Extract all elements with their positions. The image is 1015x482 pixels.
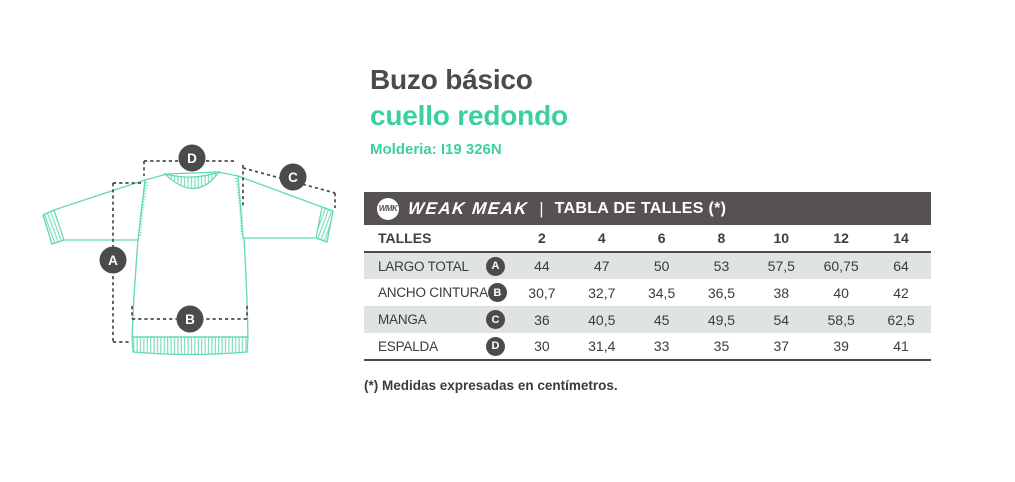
row-label-cell: MANGA C — [364, 306, 512, 333]
svg-text:A: A — [108, 253, 118, 268]
row-label-cell: LARGO TOTAL A — [364, 252, 512, 279]
column-header-size: 4 — [571, 225, 632, 253]
svg-text:B: B — [185, 312, 195, 327]
garment-left-armhole-seam — [138, 181, 149, 238]
row-label: ESPALDA — [378, 338, 438, 354]
measure-badge-d: D — [486, 336, 505, 356]
diagram-badge-d: D — [178, 144, 206, 172]
product-title: Buzo básico — [370, 64, 533, 95]
size-value: 36,5 — [707, 284, 736, 301]
table-row-ancho-cintura: ANCHO CINTURA B 30,7 32,7 34,5 36,5 38 4… — [364, 279, 931, 306]
table-header-row: TALLES 2 4 6 8 10 12 14 — [364, 225, 931, 253]
footnote: (*) Medidas expresadas en centímetros. — [364, 378, 618, 393]
size-value: 35 — [691, 333, 752, 361]
column-header-size: 14 — [871, 225, 931, 253]
size-value: 30,7 — [528, 284, 556, 301]
size-table-section: WMK WEAK MEAK | TABLA DE TALLES (*) TALL… — [364, 192, 931, 393]
size-value: 60,75 — [823, 258, 859, 274]
svg-text:D: D — [187, 151, 197, 166]
size-value: 54 — [773, 311, 790, 328]
column-header-size: 2 — [512, 225, 572, 253]
table-row-manga: MANGA C 36 40,5 45 49,5 54 58,5 62,5 — [364, 306, 931, 333]
measure-badge-c: C — [486, 310, 505, 329]
size-value: 58,5 — [827, 311, 855, 328]
row-label: ANCHO CINTURA — [378, 285, 488, 300]
size-value: 42 — [893, 284, 909, 301]
title-block: Buzo básico cuello redondo Molderia: I19… — [370, 64, 568, 158]
size-value: 53 — [713, 258, 730, 274]
product-subtitle: cuello redondo — [370, 100, 568, 131]
size-value: 50 — [653, 258, 670, 274]
size-value: 64 — [893, 258, 909, 274]
row-label: LARGO TOTAL — [378, 258, 469, 274]
row-label-cell: ANCHO CINTURA B — [364, 279, 512, 306]
size-value: 38 — [773, 284, 790, 301]
pattern-code: Molderia: I19 326N — [370, 141, 502, 158]
size-value: 57,5 — [767, 258, 795, 274]
size-value: 37 — [751, 333, 812, 361]
measure-badge-a: A — [486, 256, 505, 276]
brand-logo-icon: WMK — [377, 197, 399, 220]
svg-text:C: C — [288, 170, 298, 185]
size-value: 36 — [534, 311, 550, 328]
size-value: 31,4 — [571, 333, 632, 361]
size-value: 40 — [833, 284, 849, 301]
diagram-badge-c: C — [279, 163, 307, 191]
size-value: 47 — [593, 258, 610, 274]
size-value: 41 — [871, 333, 931, 361]
row-label-cell: ESPALDA D — [364, 333, 512, 361]
column-header-size: 10 — [751, 225, 812, 253]
size-value: 33 — [631, 333, 692, 361]
table-title: TABLA DE TALLES (*) — [554, 199, 727, 217]
table-row-espalda: ESPALDA D 30 31,4 33 35 37 39 41 — [364, 333, 931, 361]
size-value: 49,5 — [707, 311, 736, 328]
measure-line-a — [112, 182, 142, 343]
garment-right-armhole-seam — [234, 177, 244, 237]
column-header-size: 6 — [631, 225, 692, 253]
size-value: 39 — [811, 333, 872, 361]
size-value: 45 — [653, 311, 670, 328]
column-header-size: 12 — [811, 225, 872, 253]
size-value: 30 — [512, 333, 572, 361]
size-value: 44 — [534, 258, 550, 274]
garment-right-cuff — [315, 206, 334, 243]
size-table: TALLES 2 4 6 8 10 12 14 LARGO TOTAL A — [364, 225, 931, 361]
table-row-largo-total: LARGO TOTAL A 44 47 50 53 57,5 60,75 64 — [364, 252, 931, 279]
sweatshirt-illustration: D C A B — [42, 144, 336, 356]
row-label: MANGA — [378, 312, 427, 327]
diagram-badge-b: B — [176, 305, 204, 333]
measure-line-c — [242, 167, 336, 208]
diagram-badge-a: A — [99, 246, 127, 274]
column-header-size: 8 — [691, 225, 752, 253]
garment-collar — [162, 170, 221, 190]
size-value: 40,5 — [588, 311, 616, 328]
size-value: 32,7 — [588, 284, 616, 301]
table-header-bar: WMK WEAK MEAK | TABLA DE TALLES (*) — [364, 192, 931, 225]
garment-hem — [131, 336, 249, 356]
brand-logo-initials: WMK — [378, 204, 398, 213]
size-value: 34,5 — [647, 284, 676, 301]
measure-badge-b: B — [487, 283, 507, 302]
column-header-talles: TALLES — [364, 225, 512, 253]
brand-name: WEAK MEAK — [407, 198, 530, 218]
size-value: 62,5 — [887, 311, 915, 328]
separator: | — [539, 198, 544, 218]
garment-left-cuff — [42, 209, 65, 245]
